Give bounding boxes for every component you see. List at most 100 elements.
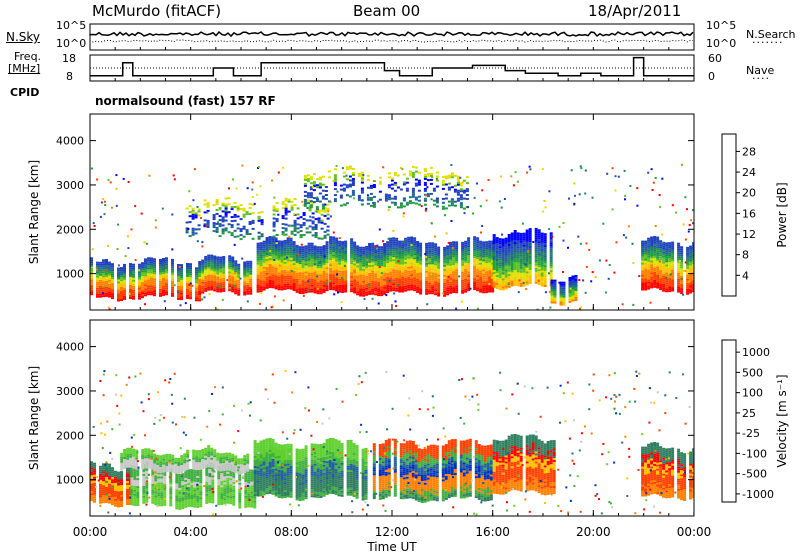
echo-cell <box>387 184 391 187</box>
echo-cell <box>105 292 108 295</box>
echo-cell <box>408 196 412 199</box>
echo-cell <box>543 283 547 285</box>
echo-cell <box>528 238 532 241</box>
echo-cell <box>444 177 448 180</box>
echo-cell <box>371 280 375 283</box>
echo-cell <box>374 283 378 286</box>
echo-cell <box>204 285 208 288</box>
echo-cell <box>360 181 364 184</box>
echo-cell <box>410 280 414 283</box>
echo-cell <box>313 257 317 260</box>
echo-cell <box>90 257 93 260</box>
echo-cell <box>301 260 305 263</box>
echo-speck <box>551 235 554 238</box>
echo-cell <box>537 277 541 280</box>
echo-cell <box>467 243 471 246</box>
echo-speck <box>127 181 130 183</box>
echo-cell <box>464 256 468 259</box>
echo-cell <box>185 221 189 224</box>
echo-cell <box>378 176 382 179</box>
echo-cell <box>380 264 384 267</box>
echo-cell <box>407 264 411 267</box>
echo-cell <box>371 282 375 285</box>
echo-cell <box>498 266 502 269</box>
echo-cell <box>230 226 234 229</box>
echo-cell <box>407 258 411 261</box>
echo-cell <box>395 253 399 256</box>
echo-speck <box>455 307 458 310</box>
echo-cell <box>310 252 314 255</box>
echo-cell <box>449 261 453 264</box>
echo-cell <box>528 278 532 280</box>
echo-cell <box>479 284 483 287</box>
echo-cell <box>374 257 378 260</box>
echo-cell <box>395 255 399 258</box>
echo-cell <box>353 253 357 256</box>
echo-cell <box>479 260 483 263</box>
echo-cell <box>99 473 102 476</box>
echo-cell <box>323 230 327 233</box>
echo-cell <box>641 284 645 287</box>
echo-cell <box>319 276 323 279</box>
echo-cell <box>686 262 690 265</box>
echo-cell <box>289 257 293 260</box>
echo-cell <box>230 208 234 211</box>
echo-cell <box>268 252 272 255</box>
echo-cell <box>356 289 360 292</box>
echo-cell <box>416 245 420 247</box>
echo-cell <box>473 240 477 243</box>
echo-cell <box>307 260 311 263</box>
echo-cell <box>392 263 396 266</box>
echo-cell <box>280 246 284 249</box>
echo-cell <box>371 278 375 281</box>
echo-cell <box>516 244 520 247</box>
echo-cell <box>543 237 547 240</box>
echo-cell <box>126 487 129 489</box>
echo-cell <box>120 481 123 484</box>
echo-cell <box>207 282 211 285</box>
echo-cell <box>501 286 505 289</box>
echo-cell <box>315 208 319 211</box>
echo-cell <box>507 271 511 274</box>
echo-cell <box>543 261 547 264</box>
echo-cell <box>335 249 339 252</box>
echo-cell <box>383 269 387 271</box>
echo-cell <box>315 184 319 187</box>
echo-cell <box>374 275 378 278</box>
echo-cell <box>504 271 508 274</box>
echo-cell <box>102 481 105 484</box>
echo-cell <box>459 194 463 197</box>
echo-cell <box>117 273 120 276</box>
echo-cell <box>419 260 423 263</box>
echo-cell <box>256 284 260 287</box>
echo-cell <box>321 205 325 208</box>
echo-cell <box>230 234 234 237</box>
echo-cell <box>313 289 317 292</box>
echo-cell <box>159 266 162 269</box>
echo-cell <box>456 175 460 178</box>
echo-cell <box>389 287 393 290</box>
echo-cell <box>488 266 492 269</box>
echo-cell <box>647 287 651 290</box>
echo-cell <box>123 285 126 288</box>
echo-cell <box>138 295 141 298</box>
echo-cell <box>323 208 327 211</box>
echo-cell <box>303 194 307 197</box>
echo-cell <box>123 277 126 280</box>
echo-cell <box>671 267 675 270</box>
echo-cell <box>180 294 183 297</box>
echo-cell <box>165 287 168 290</box>
echo-cell <box>393 189 397 192</box>
echo-cell <box>443 258 447 261</box>
echo-cell <box>186 286 189 289</box>
echo-cell <box>492 258 496 260</box>
echo-cell <box>212 224 216 227</box>
echo-cell <box>292 257 296 260</box>
echo-cell <box>522 242 526 245</box>
echo-cell <box>316 246 320 249</box>
echo-cell <box>316 266 320 269</box>
echo-cell <box>668 266 672 269</box>
echo-cell <box>283 261 287 264</box>
echo-cell <box>519 232 523 235</box>
echo-cell <box>446 257 450 260</box>
